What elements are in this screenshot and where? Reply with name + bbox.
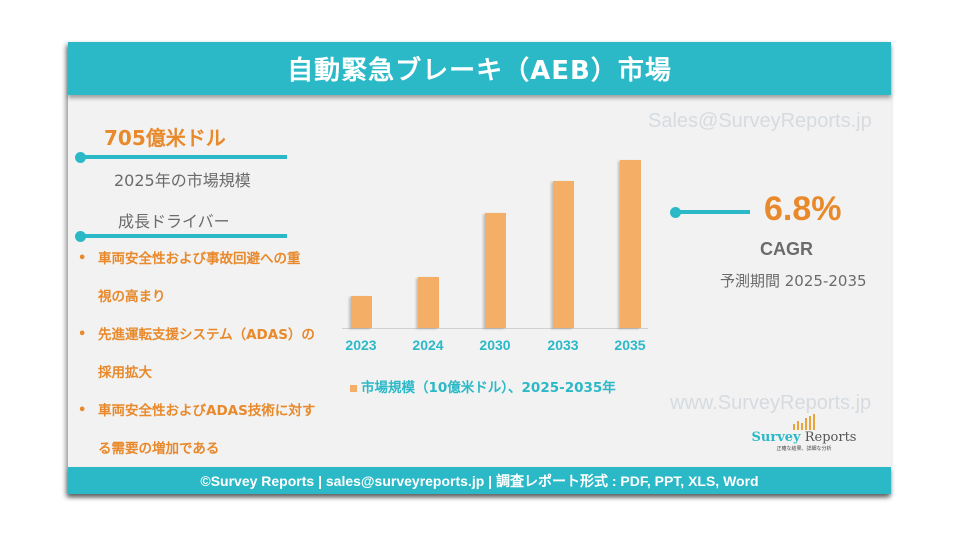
cagr-value: 6.8% bbox=[764, 190, 842, 228]
website-watermark: www.SurveyReports.jp bbox=[670, 392, 872, 414]
chart-legend: 市場規模（10億米ドル）、2025-2035年 bbox=[350, 376, 616, 396]
bar-2033 bbox=[553, 181, 574, 328]
divider-line bbox=[676, 210, 750, 214]
footer-banner: ©Survey Reports | sales@surveyreports.jp… bbox=[68, 467, 891, 494]
footer-text: ©Survey Reports | sales@surveyreports.jp… bbox=[200, 472, 759, 489]
x-tick-label: 2033 bbox=[547, 337, 579, 353]
drivers-title: 成長ドライバー bbox=[118, 212, 230, 231]
x-tick-label: 2023 bbox=[345, 337, 377, 353]
driver-item: • 車両安全性および事故回避への重 bbox=[78, 251, 301, 267]
drivers-list: • 車両安全性および事故回避への重 視の高まり • 先進運転支援システム（ADAS）… bbox=[76, 240, 346, 468]
divider-line bbox=[80, 234, 287, 238]
email-watermark: Sales@SurveyReports.jp bbox=[648, 110, 872, 132]
x-tick-label: 2024 bbox=[412, 337, 444, 353]
bar-2023 bbox=[351, 296, 372, 328]
driver-item-cont: 視の高まり bbox=[98, 289, 166, 305]
legend-swatch-icon bbox=[350, 384, 357, 392]
bar-2035 bbox=[620, 160, 641, 328]
bar-2030 bbox=[485, 213, 506, 328]
logo-tagline: 正確な結果、詳細な分析 bbox=[776, 446, 832, 452]
x-tick-label: 2035 bbox=[614, 337, 646, 353]
bar-chart: 2023 2024 2030 2033 2035 bbox=[342, 152, 652, 392]
survey-reports-logo: Survey Reports 正確な結果、詳細な分析 bbox=[744, 414, 864, 452]
title-banner: 自動緊急ブレーキ（AEB）市場 bbox=[68, 42, 891, 95]
driver-item-cont: る需要の増加である bbox=[98, 441, 220, 457]
driver-item: • 車両安全性およびADAS技術に対す bbox=[78, 403, 316, 419]
x-tick-label: 2030 bbox=[479, 337, 511, 353]
driver-item-cont: 採用拡大 bbox=[98, 365, 152, 381]
divider-line bbox=[80, 155, 287, 159]
bar-2024 bbox=[418, 277, 439, 328]
bar-chart-logo-icon bbox=[744, 414, 864, 430]
infographic-card: 自動緊急ブレーキ（AEB）市場 Sales@SurveyReports.jp w… bbox=[68, 42, 891, 494]
forecast-period: 予測期間 2025-2035 bbox=[720, 272, 867, 290]
page-title: 自動緊急ブレーキ（AEB）市場 bbox=[287, 56, 672, 86]
bullet-dot-icon bbox=[670, 207, 681, 218]
x-axis bbox=[342, 328, 648, 329]
market-size-label: 2025年の市場規模 bbox=[114, 171, 251, 190]
market-size-value: 705億米ドル bbox=[104, 126, 226, 150]
cagr-label: CAGR bbox=[760, 239, 813, 259]
driver-item: • 先進運転支援システム（ADAS）の bbox=[78, 327, 315, 343]
